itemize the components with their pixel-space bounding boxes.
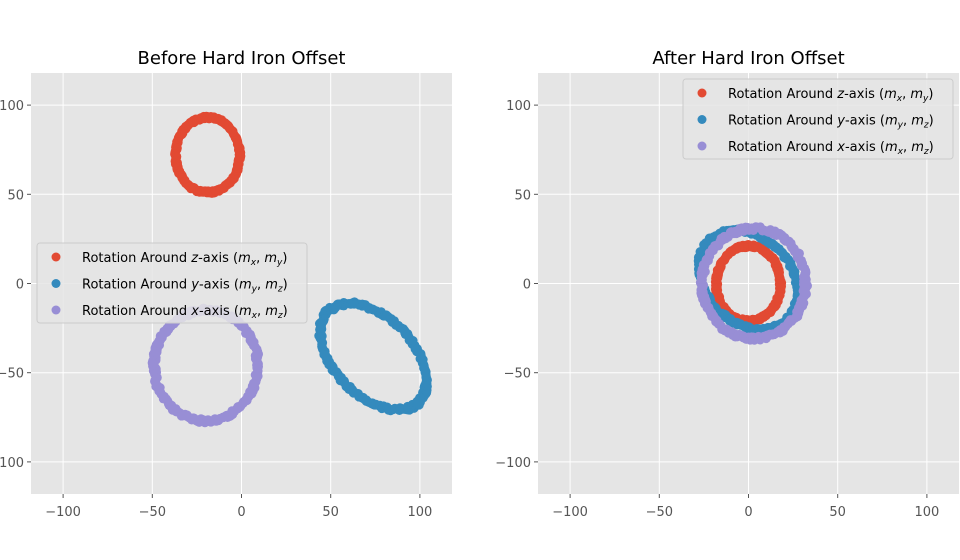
data-point — [412, 396, 422, 406]
x-tick-label: −50 — [139, 505, 166, 520]
series-z-axis-points — [170, 111, 246, 198]
y-tick-label: −50 — [0, 367, 24, 382]
y-tick-label: 0 — [16, 278, 24, 293]
data-point — [799, 279, 809, 289]
chart-title: After Hard Iron Offset — [652, 48, 844, 69]
x-tick-label: 100 — [914, 505, 939, 520]
legend-entry: Rotation Around y-axis (my, mz) — [82, 278, 288, 295]
legend-marker — [697, 141, 707, 151]
legend-entry: Rotation Around z-axis (mx, my) — [728, 87, 933, 104]
y-tick-label: 50 — [514, 188, 531, 203]
chart-title: Before Hard Iron Offset — [138, 48, 346, 69]
data-point — [253, 361, 264, 372]
legend-entry: Rotation Around z-axis (mx, my) — [82, 251, 287, 268]
x-tick-label: −100 — [45, 505, 81, 520]
legend: Rotation Around z-axis (mx, my) Rotation … — [682, 78, 954, 160]
y-tick-label: −50 — [504, 367, 531, 382]
legend: Rotation Around z-axis (mx, my) Rotation … — [36, 242, 308, 324]
legend-box — [36, 242, 308, 324]
y-tick-label: 100 — [0, 99, 24, 114]
legend-marker — [697, 115, 707, 124]
y-tick-label: −100 — [495, 456, 531, 471]
data-point — [774, 279, 784, 289]
legend-entry: Rotation Around x-axis (mx, mz) — [728, 140, 934, 157]
legend-marker — [51, 252, 61, 262]
legend-marker — [697, 88, 707, 98]
y-tick-label: −100 — [0, 456, 24, 471]
legend-entry: Rotation Around y-axis (my, mz) — [728, 114, 934, 131]
series-z-axis-points — [710, 240, 787, 327]
legend-box — [682, 78, 954, 160]
x-tick-label: 0 — [744, 505, 752, 520]
series-x-axis-points — [695, 222, 813, 345]
x-tick-label: 0 — [237, 505, 245, 520]
y-tick-label: 0 — [523, 278, 531, 293]
series-y-axis-points — [314, 297, 432, 416]
legend-marker — [51, 305, 61, 315]
x-tick-label: −100 — [552, 505, 588, 520]
x-tick-label: 50 — [322, 505, 339, 520]
chart-after-hard-iron-offset: −100 −50 0 50 100 −100 −50 0 50 100 After Hard Iro… — [495, 48, 959, 520]
x-tick-label: 100 — [407, 505, 432, 520]
series-x-axis-points — [147, 303, 264, 428]
data-point — [236, 151, 246, 161]
legend-entry: Rotation Around x-axis (mx, mz) — [82, 304, 288, 321]
x-tick-label: 50 — [829, 505, 846, 520]
legend-marker — [51, 279, 61, 288]
y-tick-label: 50 — [7, 188, 24, 203]
chart-before-hard-iron-offset: −100 −50 0 50 100 −100 −50 0 50 100 Before Hard Ir… — [0, 48, 452, 520]
x-tick-label: −50 — [646, 505, 673, 520]
y-tick-label: 100 — [506, 99, 531, 114]
